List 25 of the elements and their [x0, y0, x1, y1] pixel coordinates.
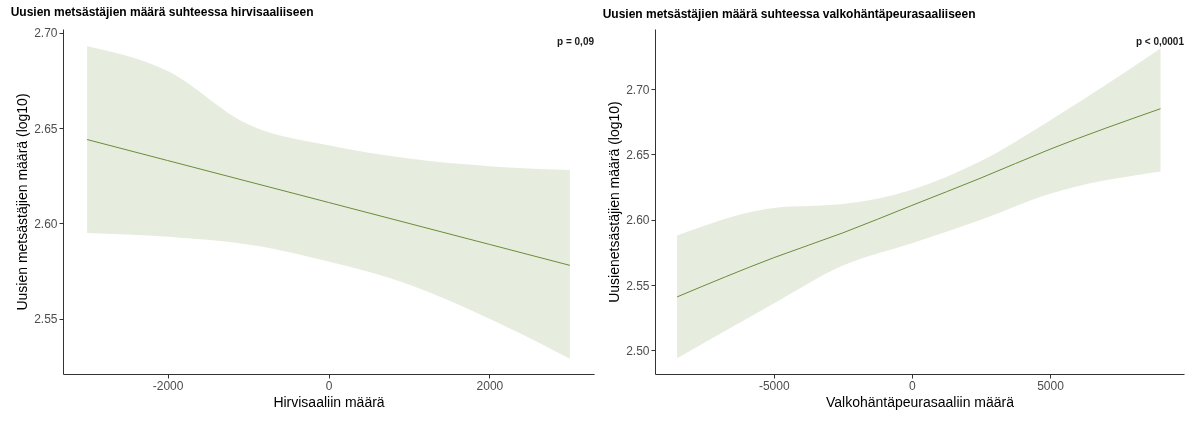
y-axis-title: Uusienetsästäjien määrä (log10): [606, 101, 623, 303]
line-series: [676, 108, 1162, 298]
y-tick-label: 2.55: [34, 312, 58, 327]
chart-title: Uusien metsästäjien määrä suhteessa valkohäntäpeurasaaliiseen: [602, 7, 976, 21]
chart-title: Uusien metsästäjien määrä suhteessa hirvisaaliiseen: [10, 4, 314, 19]
y-tick-label: 2.70: [34, 26, 58, 41]
annotation: p = 0,09: [557, 36, 595, 47]
y-axis-title: Uusien metsästäjien määrä (log10): [14, 93, 31, 311]
y-tick-label: 2.65: [626, 147, 650, 162]
annotation: p < 0,0001: [1135, 36, 1185, 47]
x-tick-label: 5000: [1037, 378, 1065, 393]
y-tick-label: 2.70: [626, 82, 650, 97]
y-tick-label: 2.65: [34, 121, 58, 136]
x-tick-label: -5000: [758, 378, 790, 393]
x-axis-title: Hirvisaaliin määrä: [273, 393, 385, 410]
y-tick-label: 2.60: [626, 213, 650, 228]
x-tick-label: -2000: [152, 378, 184, 393]
line-series: [86, 139, 571, 266]
y-tick-label: 2.60: [34, 216, 58, 231]
x-tick-label: 0: [909, 378, 917, 393]
x-tick-label: 2000: [476, 378, 504, 393]
y-tick-label: 2.55: [626, 278, 650, 293]
x-axis-title: Valkohäntäpeurasaaliin määrä: [825, 393, 1015, 410]
y-tick-label: 2.50: [626, 343, 650, 358]
x-tick-label: 0: [325, 378, 333, 393]
